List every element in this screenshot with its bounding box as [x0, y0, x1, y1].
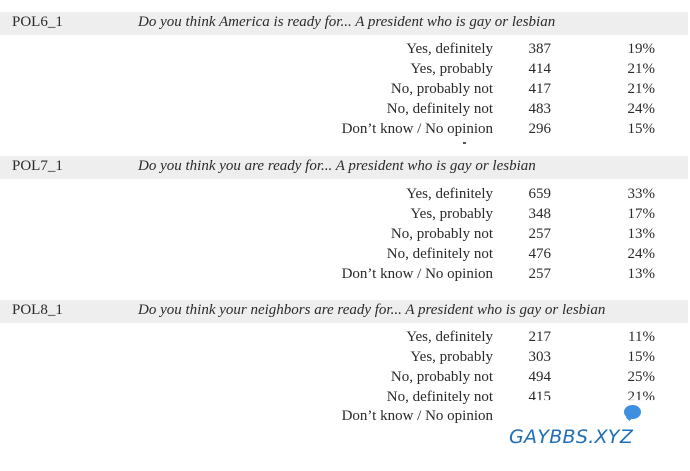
response-percent: 21% [627, 81, 656, 97]
response-count: 257 [528, 226, 552, 242]
response-label: Don’t know / No opinion [341, 408, 493, 424]
table-row: Yes, definitely 659 33% [0, 186, 688, 206]
response-count: 303 [528, 349, 552, 365]
response-percent: 33% [627, 186, 656, 202]
table-row: Don’t know / No opinion 257 13% [0, 266, 688, 286]
response-label: No, definitely not [386, 389, 493, 405]
response-percent: 11% [628, 329, 655, 345]
question-text: Do you think America is ready for... A p… [138, 14, 556, 30]
response-label: Don’t know / No opinion [341, 121, 493, 137]
table-row: Don’t know / No opinion 296 15% [0, 121, 688, 141]
response-label: Yes, definitely [406, 41, 493, 57]
question-id: POL8_1 [12, 302, 63, 318]
response-percent: 21% [627, 61, 656, 77]
table-row: Don’t know / No opinion [0, 408, 688, 428]
response-label: Don’t know / No opinion [341, 266, 493, 282]
response-percent: 15% [627, 121, 656, 137]
response-percent: 19% [627, 41, 656, 57]
response-count: 348 [528, 206, 552, 222]
table-row: No, definitely not 476 24% [0, 246, 688, 266]
response-count: 296 [528, 121, 552, 137]
table-row: Yes, probably 348 17% [0, 206, 688, 226]
response-percent: 13% [627, 226, 656, 242]
response-label: No, probably not [390, 226, 493, 242]
response-percent: 15% [627, 349, 656, 365]
chat-bubble-icon [624, 405, 641, 419]
table-row: Yes, probably 303 15% [0, 349, 688, 369]
response-count: 659 [528, 186, 552, 202]
table-row: Yes, definitely 217 11% [0, 329, 688, 349]
response-count: 476 [528, 246, 552, 262]
response-percent: 24% [627, 246, 656, 262]
response-count: 387 [528, 41, 552, 57]
response-count: 217 [528, 329, 552, 345]
response-count: 414 [528, 61, 552, 77]
response-count: 257 [528, 266, 552, 282]
response-label: Yes, definitely [406, 186, 493, 202]
table-row: No, definitely not 483 24% [0, 101, 688, 121]
watermark: GAYBBS.XYZ [500, 400, 690, 471]
question-id: POL6_1 [12, 14, 63, 30]
question-header: POL7_1 Do you think you are ready for...… [0, 156, 688, 179]
question-id: POL7_1 [12, 158, 63, 174]
response-label: Yes, probably [410, 349, 493, 365]
table-row: Yes, definitely 387 19% [0, 41, 688, 61]
watermark-text: GAYBBS.XYZ [509, 426, 634, 448]
response-percent: 24% [627, 101, 656, 117]
response-percent: 13% [627, 266, 656, 282]
response-label: Yes, probably [410, 61, 493, 77]
stray-mark [463, 142, 466, 144]
table-row: No, probably not 417 21% [0, 81, 688, 101]
table-row: No, probably not 494 25% [0, 369, 688, 389]
response-label: No, probably not [390, 81, 493, 97]
question-header: POL6_1 Do you think America is ready for… [0, 12, 688, 35]
question-header: POL8_1 Do you think your neighbors are r… [0, 300, 688, 323]
question-text: Do you think you are ready for... A pres… [138, 158, 536, 174]
response-label: No, probably not [390, 369, 493, 385]
response-count: 483 [528, 101, 552, 117]
table-row: No, probably not 257 13% [0, 226, 688, 246]
response-label: No, definitely not [386, 101, 493, 117]
response-count: 494 [528, 369, 552, 385]
question-text: Do you think your neighbors are ready fo… [138, 302, 606, 318]
response-percent: 25% [627, 369, 656, 385]
response-count: 417 [528, 81, 552, 97]
response-percent: 17% [627, 206, 656, 222]
response-label: Yes, definitely [406, 329, 493, 345]
response-label: No, definitely not [386, 246, 493, 262]
response-label: Yes, probably [410, 206, 493, 222]
table-row: Yes, probably 414 21% [0, 61, 688, 81]
